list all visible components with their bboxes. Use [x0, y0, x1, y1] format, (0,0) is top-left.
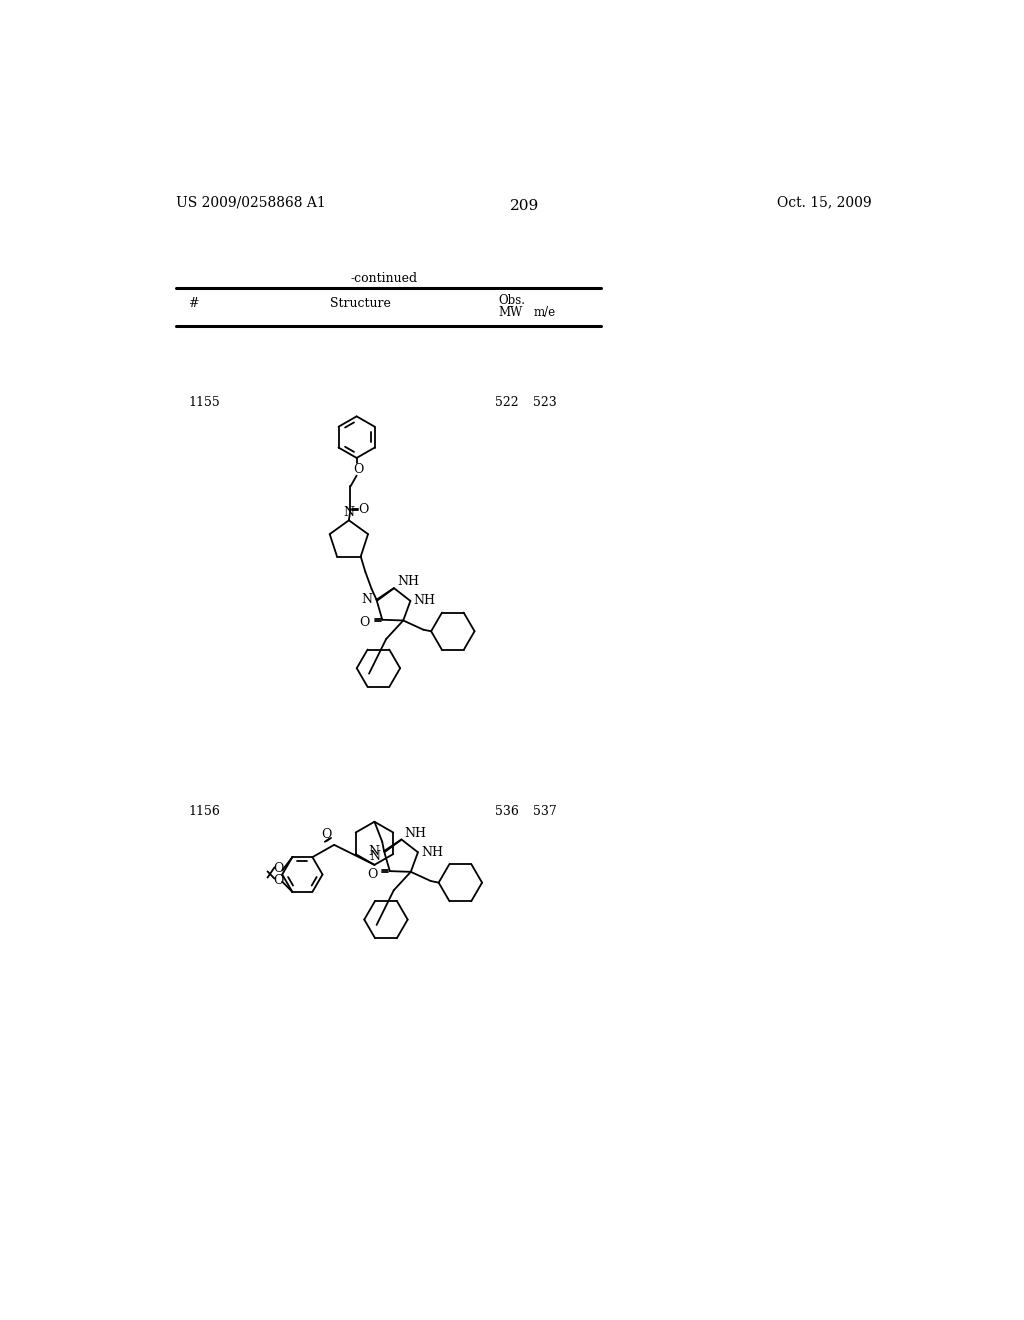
Text: 1155: 1155: [188, 396, 220, 409]
Text: O: O: [273, 862, 284, 875]
Text: 1156: 1156: [188, 805, 220, 818]
Text: O: O: [359, 616, 370, 630]
Text: O: O: [322, 828, 332, 841]
Text: N: N: [360, 593, 372, 606]
Text: O: O: [367, 867, 378, 880]
Text: N: N: [369, 850, 380, 863]
Text: 523: 523: [532, 396, 556, 409]
Text: Oct. 15, 2009: Oct. 15, 2009: [777, 195, 872, 210]
Text: NH: NH: [404, 826, 427, 840]
Text: MW: MW: [499, 306, 522, 319]
Text: 522: 522: [496, 396, 519, 409]
Text: N: N: [343, 506, 354, 519]
Text: 537: 537: [532, 805, 556, 818]
Text: NH: NH: [421, 846, 443, 859]
Text: #: #: [188, 297, 199, 310]
Text: O: O: [358, 503, 369, 516]
Text: m/e: m/e: [535, 306, 556, 319]
Text: 536: 536: [496, 805, 519, 818]
Text: NH: NH: [397, 576, 419, 589]
Text: NH: NH: [414, 594, 435, 607]
Text: 209: 209: [510, 199, 540, 214]
Text: Structure: Structure: [330, 297, 391, 310]
Text: Obs.: Obs.: [499, 294, 525, 308]
Text: N: N: [369, 845, 380, 858]
Text: -continued: -continued: [350, 272, 418, 285]
Text: US 2009/0258868 A1: US 2009/0258868 A1: [176, 195, 326, 210]
Text: O: O: [273, 874, 284, 887]
Text: O: O: [353, 463, 364, 477]
